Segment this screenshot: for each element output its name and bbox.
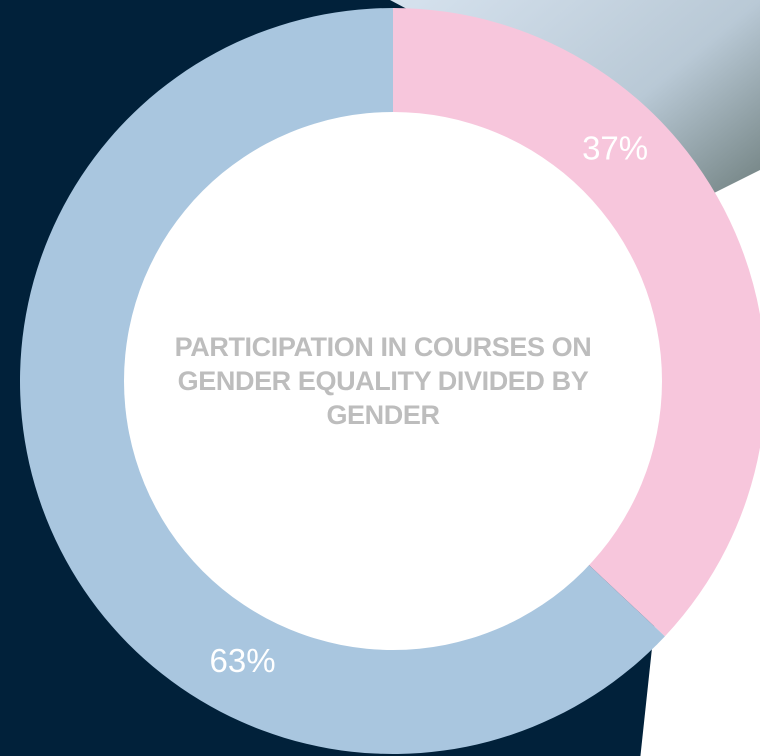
data-label: 63% xyxy=(210,642,276,679)
chart-title: PARTICIPATION IN COURSES ON GENDER EQUAL… xyxy=(158,330,608,432)
page: 37% 63% PARTICIPATION IN COURSES ON GENDE… xyxy=(0,0,760,756)
data-label: 37% xyxy=(582,129,648,166)
